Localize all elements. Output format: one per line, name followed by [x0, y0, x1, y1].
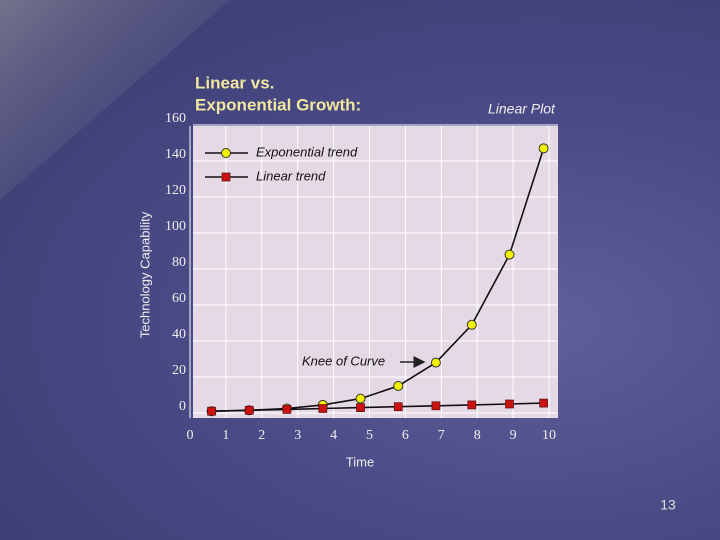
x-tick-label: 0: [187, 428, 194, 443]
data-point: [244, 405, 254, 415]
legend-marker: [221, 172, 231, 182]
page-number: 13: [660, 497, 676, 513]
decoration: [0, 0, 230, 200]
y-tick-label: 160: [165, 111, 186, 126]
y-tick-label: 80: [172, 255, 186, 270]
data-point: [356, 403, 365, 412]
y-tick-label: 140: [165, 147, 186, 162]
y-tick-label: 20: [172, 363, 186, 378]
data-point: [539, 398, 548, 408]
data-point: [393, 381, 404, 391]
x-tick-label: 8: [474, 428, 481, 443]
data-point: [505, 399, 514, 409]
legend-label: Exponential trend: [256, 144, 358, 159]
y-tick-label: 0: [179, 399, 186, 414]
x-tick-label: 10: [542, 428, 556, 443]
x-tick-label: 4: [330, 428, 337, 443]
plot-area: [193, 126, 558, 418]
data-point: [430, 357, 441, 368]
x-axis-label: Time: [346, 454, 374, 469]
chart-subtitle: Linear Plot: [488, 101, 556, 117]
x-tick-label: 7: [438, 428, 445, 443]
x-tick-label: 3: [294, 428, 301, 443]
y-axis-label: Technology Capability: [137, 211, 152, 338]
data-point: [393, 402, 403, 412]
x-tick-label: 9: [510, 428, 517, 443]
data-point: [538, 143, 549, 154]
data-point: [355, 393, 366, 404]
x-tick-label: 2: [258, 428, 265, 443]
data-point: [282, 405, 292, 414]
y-tick-label: 40: [172, 327, 186, 342]
data-point: [466, 319, 477, 330]
y-tick-label: 100: [165, 219, 186, 234]
chart-title: Exponential Growth:: [195, 95, 361, 114]
chart-title: Linear vs.: [195, 73, 274, 92]
x-tick-label: 6: [402, 428, 409, 443]
data-point: [318, 404, 328, 413]
y-tick-label: 120: [165, 183, 186, 198]
x-tick-label: 1: [222, 428, 229, 443]
data-point: [207, 406, 216, 416]
x-tick-label: 5: [366, 428, 373, 443]
data-point: [431, 401, 441, 411]
data-point: [467, 400, 477, 410]
legend-label: Linear trend: [256, 168, 326, 183]
y-tick-label: 60: [172, 291, 186, 306]
legend-marker: [221, 148, 231, 158]
data-point: [504, 249, 515, 260]
annotation: Knee of Curve: [302, 353, 385, 368]
series-line: [211, 402, 544, 412]
